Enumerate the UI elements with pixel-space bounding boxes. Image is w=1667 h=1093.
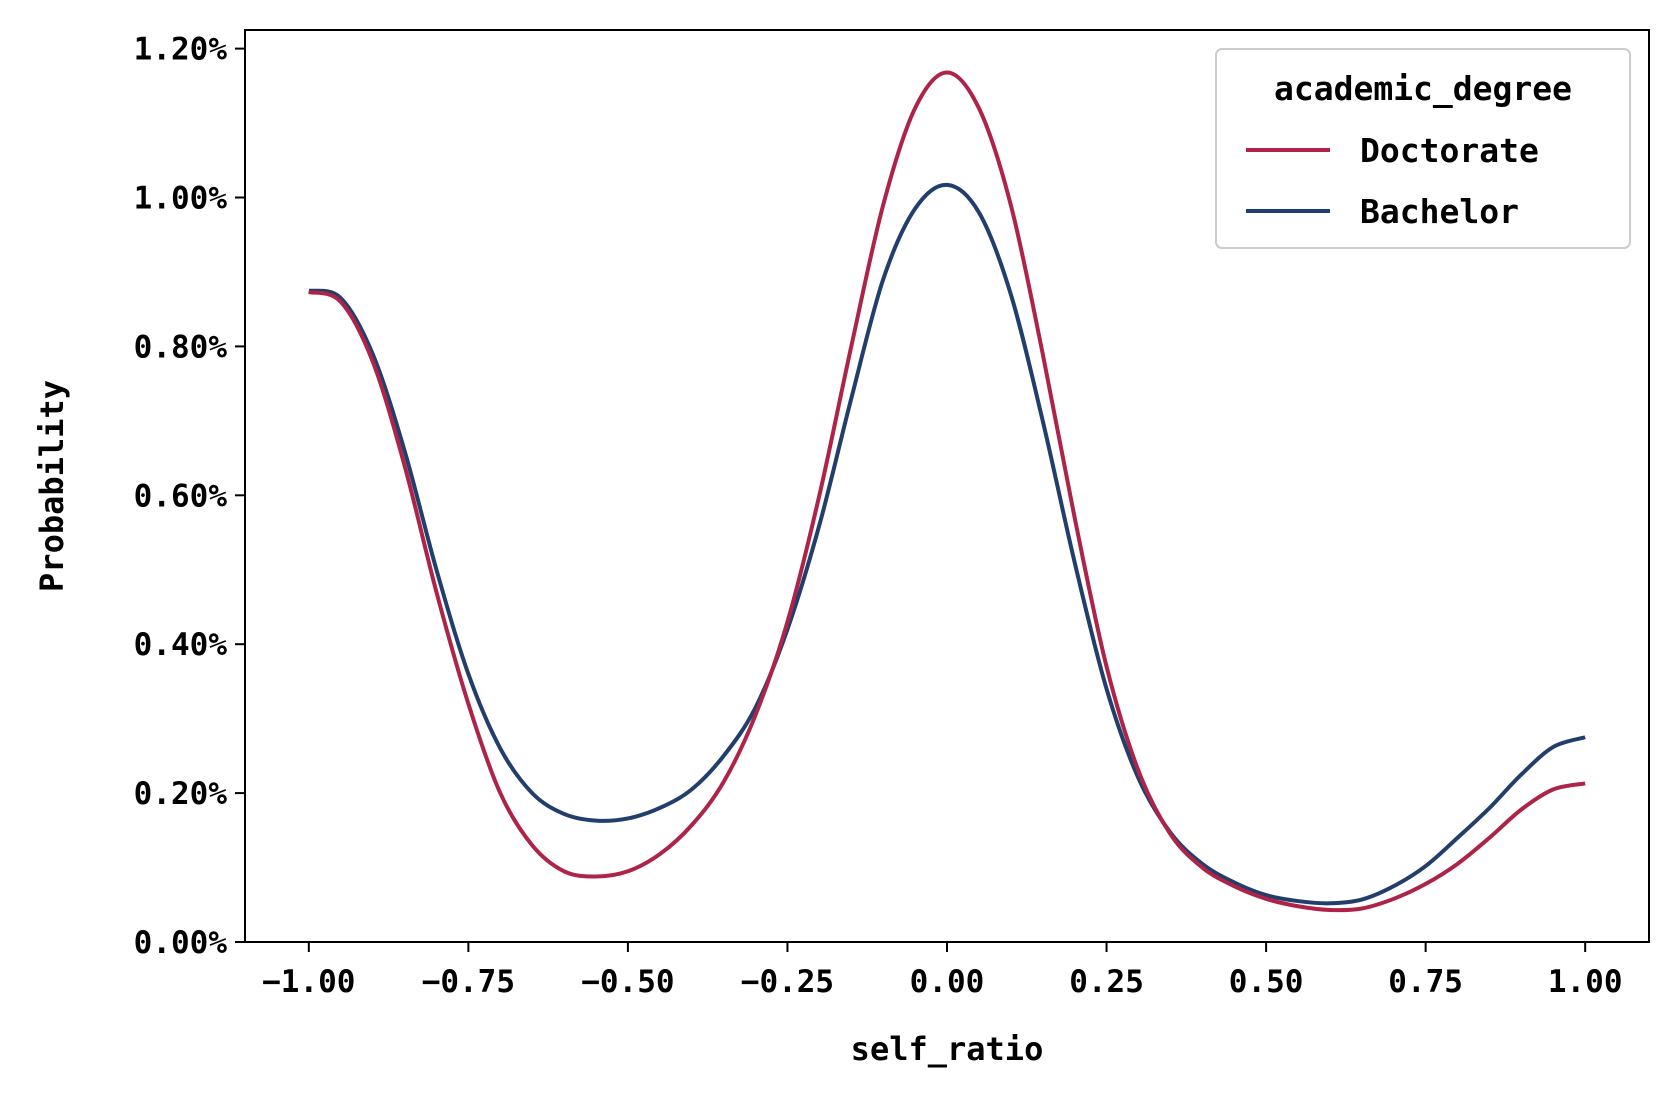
x-axis-label: self_ratio xyxy=(851,1030,1044,1068)
y-tick-label: 0.40% xyxy=(134,627,228,663)
x-tick-label: 1.00 xyxy=(1548,964,1623,1000)
y-tick-label: 0.60% xyxy=(134,478,228,514)
legend-title: academic_degree xyxy=(1274,69,1572,108)
legend: academic_degree Doctorate Bachelor xyxy=(1215,48,1631,249)
y-tick-label: 1.20% xyxy=(134,32,228,68)
plot-lines xyxy=(308,70,1586,913)
x-tick-label: −0.50 xyxy=(581,964,674,1000)
x-tick-label: −0.25 xyxy=(741,964,834,1000)
y-axis-label: Probability xyxy=(33,380,71,592)
legend-label-bachelor: Bachelor xyxy=(1360,192,1519,231)
y-tick-label: 0.80% xyxy=(134,329,228,365)
x-tick-label: −0.75 xyxy=(422,964,515,1000)
series-line-doctorate xyxy=(308,70,1586,913)
y-axis: 0.00% 0.20% 0.40% 0.60% 0.80% 1.00% 1.20% xyxy=(134,32,245,961)
x-tick-label: 0.75 xyxy=(1388,964,1463,1000)
y-tick-label: 1.00% xyxy=(134,181,228,217)
y-tick-label: 0.20% xyxy=(134,776,228,812)
x-tick-label: 0.00 xyxy=(910,964,985,1000)
legend-label-doctorate: Doctorate xyxy=(1360,131,1539,170)
y-tick-label: 0.00% xyxy=(134,925,228,961)
legend-box xyxy=(1215,48,1631,249)
x-axis: −1.00 −0.75 −0.50 −0.25 0.00 0.25 0.50 0.75 1.00 xyxy=(262,942,1623,1000)
series-line-bachelor xyxy=(308,182,1586,906)
x-tick-label: 0.50 xyxy=(1229,964,1304,1000)
x-tick-label: 0.25 xyxy=(1069,964,1144,1000)
x-tick-label: −1.00 xyxy=(262,964,355,1000)
legend-entries: Doctorate Bachelor xyxy=(1246,131,1539,231)
